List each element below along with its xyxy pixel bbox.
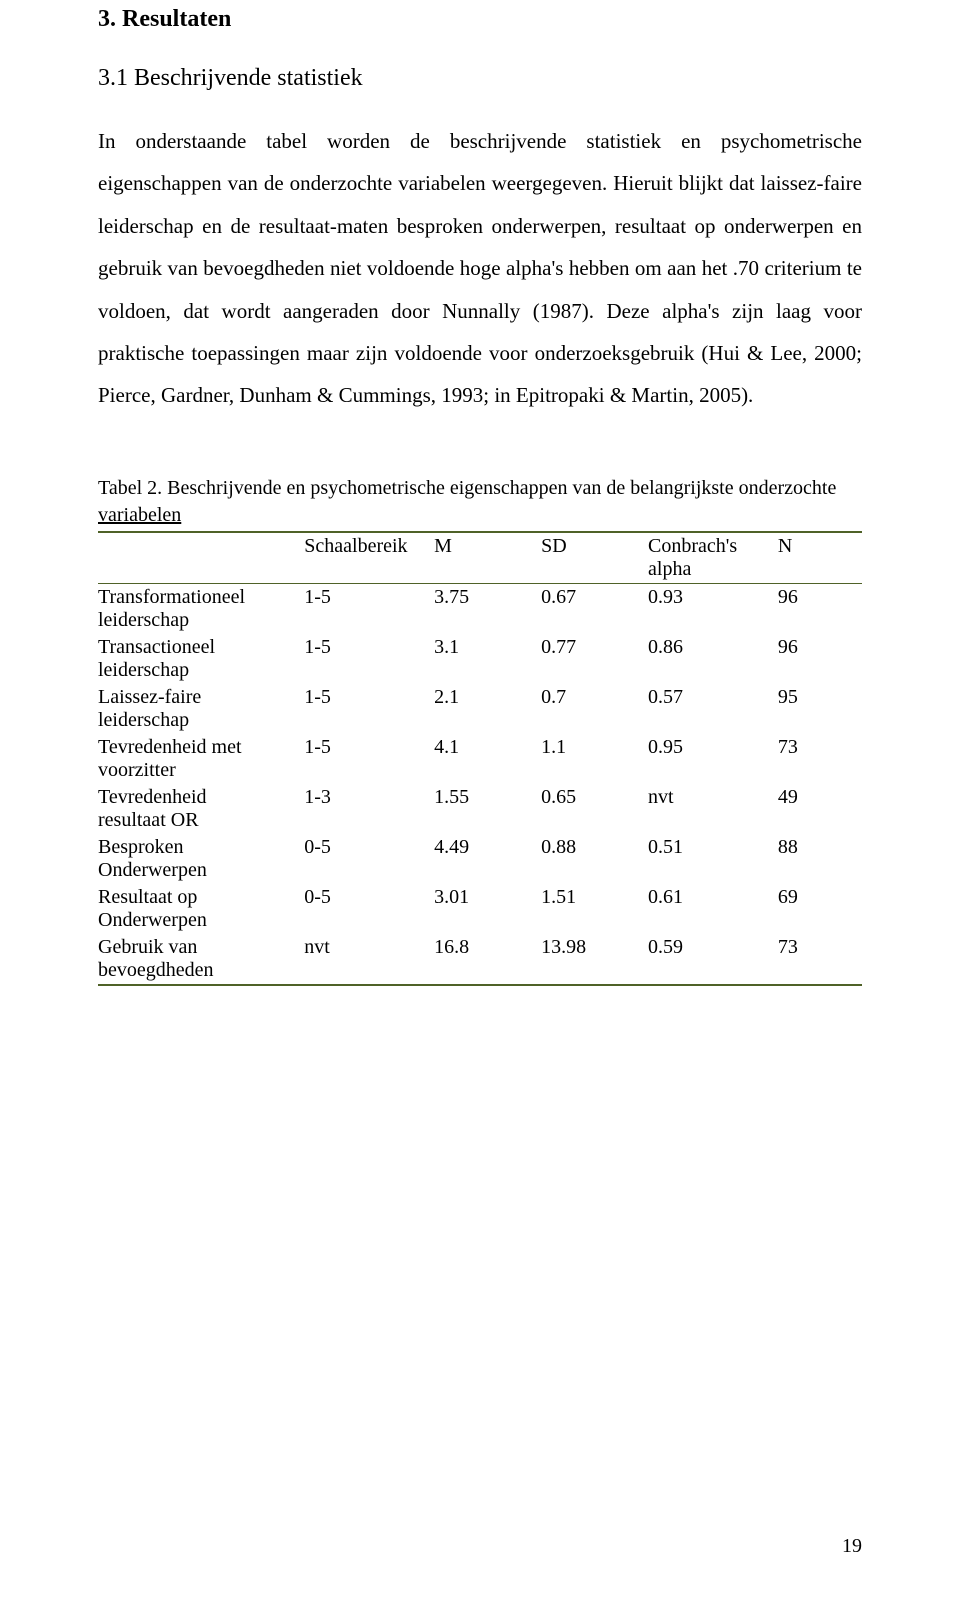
cell-schaalbereik: 1-5 <box>304 734 434 784</box>
cell-schaalbereik: 1-5 <box>304 583 434 634</box>
cell-m: 16.8 <box>434 934 541 985</box>
col-header-conbrach-alpha: Conbrach's alpha <box>648 532 778 584</box>
table-caption: Tabel 2. Beschrijvende en psychometrisch… <box>98 475 862 529</box>
table-header-row: Schaalbereik M SD Conbrach's alpha N <box>98 532 862 584</box>
cell-n: 96 <box>778 583 862 634</box>
cell-sd: 0.88 <box>541 834 648 884</box>
cell-label: Resultaat opOnderwerpen <box>98 884 304 934</box>
cell-schaalbereik: nvt <box>304 934 434 985</box>
cell-schaalbereik: 1-5 <box>304 634 434 684</box>
cell-sd: 13.98 <box>541 934 648 985</box>
cell-label: Tevredenheidresultaat OR <box>98 784 304 834</box>
cell-m: 1.55 <box>434 784 541 834</box>
table-body: Transformationeelleiderschap 1-5 3.75 0.… <box>98 583 862 985</box>
cell-alpha: 0.86 <box>648 634 778 684</box>
cell-sd: 0.7 <box>541 684 648 734</box>
cell-n: 88 <box>778 834 862 884</box>
cell-n: 95 <box>778 684 862 734</box>
cell-alpha: 0.61 <box>648 884 778 934</box>
section-heading: 3. Resultaten <box>98 6 862 33</box>
cell-sd: 0.65 <box>541 784 648 834</box>
cell-n: 73 <box>778 734 862 784</box>
cell-label: Gebruik vanbevoegdheden <box>98 934 304 985</box>
cell-schaalbereik: 0-5 <box>304 884 434 934</box>
table-row: Tevredenheidresultaat OR 1-3 1.55 0.65 n… <box>98 784 862 834</box>
cell-m: 3.1 <box>434 634 541 684</box>
stats-table: Schaalbereik M SD Conbrach's alpha N Tra… <box>98 531 862 986</box>
cell-sd: 1.51 <box>541 884 648 934</box>
table-caption-underlined: variabelen <box>98 504 181 526</box>
col-header-m: M <box>434 532 541 584</box>
cell-alpha: nvt <box>648 784 778 834</box>
cell-alpha: 0.57 <box>648 684 778 734</box>
cell-sd: 1.1 <box>541 734 648 784</box>
table-row: Gebruik vanbevoegdheden nvt 16.8 13.98 0… <box>98 934 862 985</box>
cell-schaalbereik: 1-3 <box>304 784 434 834</box>
cell-n: 69 <box>778 884 862 934</box>
body-paragraph: In onderstaande tabel worden de beschrij… <box>98 120 862 417</box>
cell-n: 96 <box>778 634 862 684</box>
cell-sd: 0.77 <box>541 634 648 684</box>
table-row: Laissez-faireleiderschap 1-5 2.1 0.7 0.5… <box>98 684 862 734</box>
cell-m: 3.75 <box>434 583 541 634</box>
cell-m: 3.01 <box>434 884 541 934</box>
cell-label: Tevredenheid metvoorzitter <box>98 734 304 784</box>
col-header-schaalbereik: Schaalbereik <box>304 532 434 584</box>
cell-label: Transformationeelleiderschap <box>98 583 304 634</box>
cell-alpha: 0.51 <box>648 834 778 884</box>
table-row: Tevredenheid metvoorzitter 1-5 4.1 1.1 0… <box>98 734 862 784</box>
col-header-n: N <box>778 532 862 584</box>
cell-sd: 0.67 <box>541 583 648 634</box>
cell-alpha: 0.59 <box>648 934 778 985</box>
table-row: BesprokenOnderwerpen 0-5 4.49 0.88 0.51 … <box>98 834 862 884</box>
cell-m: 2.1 <box>434 684 541 734</box>
table-row: Transactioneelleiderschap 1-5 3.1 0.77 0… <box>98 634 862 684</box>
cell-n: 73 <box>778 934 862 985</box>
page-number: 19 <box>842 1535 862 1558</box>
table-row: Resultaat opOnderwerpen 0-5 3.01 1.51 0.… <box>98 884 862 934</box>
table-row: Transformationeelleiderschap 1-5 3.75 0.… <box>98 583 862 634</box>
cell-schaalbereik: 1-5 <box>304 684 434 734</box>
cell-alpha: 0.93 <box>648 583 778 634</box>
cell-alpha: 0.95 <box>648 734 778 784</box>
cell-schaalbereik: 0-5 <box>304 834 434 884</box>
subsection-heading: 3.1 Beschrijvende statistiek <box>98 65 862 92</box>
cell-n: 49 <box>778 784 862 834</box>
col-header-variable <box>98 532 304 584</box>
cell-m: 4.49 <box>434 834 541 884</box>
cell-m: 4.1 <box>434 734 541 784</box>
cell-label: Transactioneelleiderschap <box>98 634 304 684</box>
cell-label: BesprokenOnderwerpen <box>98 834 304 884</box>
table-caption-text: Tabel 2. Beschrijvende en psychometrisch… <box>98 477 836 499</box>
cell-label: Laissez-faireleiderschap <box>98 684 304 734</box>
col-header-sd: SD <box>541 532 648 584</box>
